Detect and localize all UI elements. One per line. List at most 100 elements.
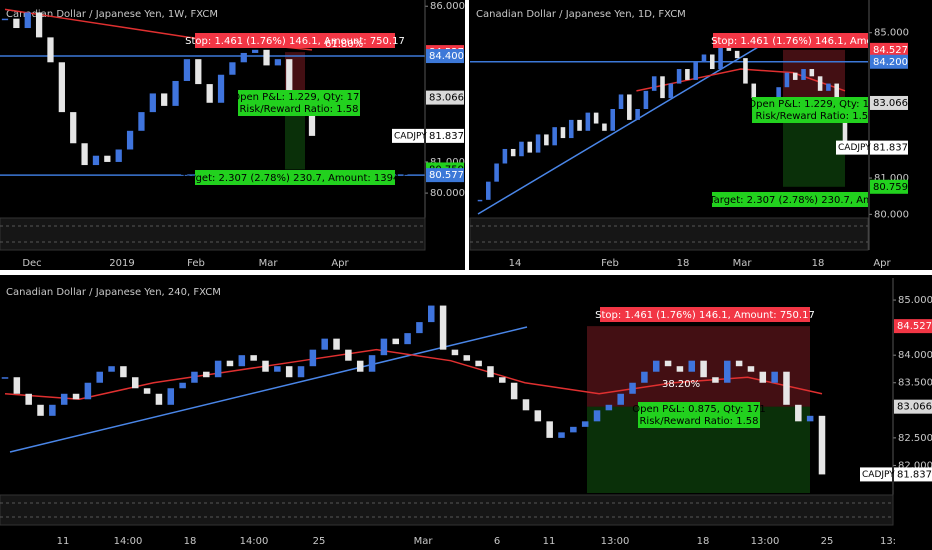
x-tick-label: 14:00 xyxy=(114,536,143,547)
price-tag xyxy=(870,140,908,155)
price-bar xyxy=(250,355,257,361)
price-bar xyxy=(356,360,364,372)
chart-title: Canadian Dollar / Japanese Yen, 1W, FXCM xyxy=(6,9,218,20)
pnl-label: Risk/Reward Ratio: 1.58 xyxy=(639,416,758,427)
price-bar xyxy=(826,83,831,91)
oscillator-pane xyxy=(0,494,894,526)
price-tag-label: 80.577 xyxy=(429,170,464,181)
price-bar xyxy=(660,76,665,99)
price-bar xyxy=(308,112,316,136)
price-bar xyxy=(392,338,399,345)
price-bar xyxy=(274,366,281,372)
price-bar xyxy=(60,393,68,405)
price-bar xyxy=(546,421,553,438)
price-tag xyxy=(894,467,932,482)
price-tag xyxy=(870,54,908,69)
target-label-box xyxy=(712,192,868,207)
stop-label-box xyxy=(713,33,868,48)
price-tag xyxy=(426,168,464,183)
x-tick-label: 18 xyxy=(697,536,710,547)
price-bar xyxy=(404,333,411,345)
price-bar xyxy=(195,59,202,85)
price-bar xyxy=(475,360,482,367)
price-tag-label: 84.527 xyxy=(897,321,932,332)
pnl-label: Risk/Reward Ratio: 1.58 xyxy=(239,104,358,115)
stop-label: Stop: 1.461 (1.76%) 146.1, Amount: 750.1… xyxy=(185,36,405,47)
symbol-tag xyxy=(836,140,868,155)
x-tick-label: Mar xyxy=(259,258,279,269)
price-tag-label: 80.759 xyxy=(873,182,908,193)
y-tick-label: 84.000 xyxy=(898,350,932,361)
chart-title: Canadian Dollar / Japanese Yen, 1D, FXCM xyxy=(476,9,686,20)
price-bar xyxy=(439,305,447,350)
price-bar xyxy=(37,404,44,416)
moving-average xyxy=(636,68,846,92)
price-bar xyxy=(643,90,649,109)
price-bar xyxy=(641,371,648,383)
price-bar xyxy=(734,50,740,59)
y-tick-label: 81.000 xyxy=(874,173,909,184)
plot-area: Canadian Dollar / Japanese Yen, 1D, FXCM… xyxy=(470,9,915,215)
x-tick-label: Apr xyxy=(331,258,349,269)
chart-title: Canadian Dollar / Japanese Yen, 240, FXC… xyxy=(6,287,221,298)
price-bar xyxy=(96,371,103,383)
price-bar xyxy=(309,349,317,367)
price-bar xyxy=(593,112,599,124)
price-bar xyxy=(685,69,690,80)
pnl-box xyxy=(638,402,760,428)
price-bar xyxy=(49,404,56,416)
x-tick-label: Mar xyxy=(414,536,434,547)
y-tick-label: 86.000 xyxy=(430,1,465,12)
price-bar xyxy=(651,76,657,91)
price-bar xyxy=(104,155,111,162)
price-bar xyxy=(743,58,748,84)
price-tag xyxy=(894,399,932,414)
price-bar xyxy=(776,87,781,102)
price-bar xyxy=(333,338,340,350)
price-bar xyxy=(700,360,707,378)
price-tag-label: 84.400 xyxy=(429,51,464,62)
pnl-label: Risk/Reward Ratio: 1.58 xyxy=(755,111,874,122)
price-bar xyxy=(263,49,270,66)
price-bar xyxy=(138,112,145,131)
price-bar xyxy=(499,377,506,383)
x-tick-label: Feb xyxy=(601,258,619,269)
pnl-label: Open P&L: 1.229, Qty: 171 xyxy=(232,92,365,103)
price-bar xyxy=(718,47,723,70)
price-bar xyxy=(560,127,566,139)
price-bar xyxy=(120,366,127,378)
price-bar xyxy=(558,432,565,438)
x-tick-label: Dec xyxy=(22,258,41,269)
stop-label: Stop: 1.461 (1.76%) 146.1, Amount: 750 xyxy=(711,36,915,47)
price-bar xyxy=(534,410,542,422)
price-bar xyxy=(108,366,115,372)
price-bar xyxy=(1,377,9,379)
price-bar xyxy=(771,371,778,383)
price-bar xyxy=(806,415,814,422)
price-bar xyxy=(735,360,743,367)
price-bar xyxy=(751,83,757,99)
moving-average xyxy=(4,348,823,401)
price-bar xyxy=(709,54,715,70)
price-bar xyxy=(795,404,802,422)
price-bar xyxy=(494,163,499,182)
price-bar xyxy=(712,377,719,383)
price-bar xyxy=(676,366,684,372)
price-bar xyxy=(115,149,122,162)
y-tick-label: 80.000 xyxy=(430,188,465,199)
price-tag-label: 81.837 xyxy=(873,143,908,154)
price-bar xyxy=(585,112,591,131)
price-bar xyxy=(428,305,435,323)
price-bar xyxy=(380,338,388,356)
price-bar xyxy=(240,52,247,63)
price-bar xyxy=(13,377,21,394)
price-bar xyxy=(13,18,20,29)
price-bar xyxy=(783,371,790,405)
pnl-box xyxy=(752,97,868,123)
plot-area: Canadian Dollar / Japanese Yen, 240, FXC… xyxy=(1,287,826,493)
price-bar xyxy=(747,366,755,372)
x-tick-label: 25 xyxy=(313,536,326,547)
price-bar xyxy=(544,134,549,146)
price-bar xyxy=(676,69,682,84)
